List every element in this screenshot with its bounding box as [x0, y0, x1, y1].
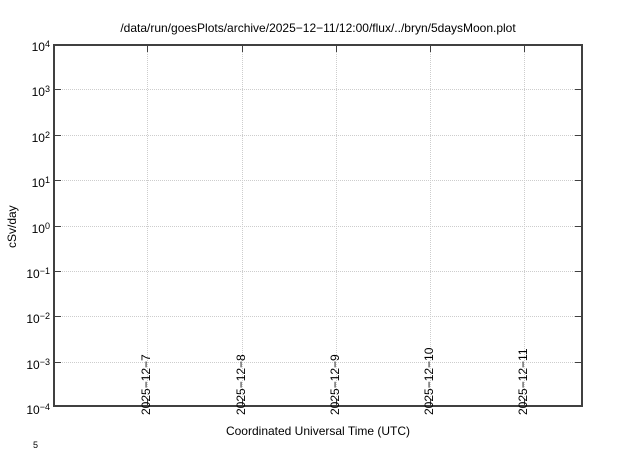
- y-tick-label: 10−1: [26, 266, 50, 281]
- y-tick-mark: [575, 362, 581, 363]
- y-gridline: [55, 226, 581, 227]
- x-gridline: [242, 46, 243, 405]
- y-gridline: [55, 89, 581, 90]
- y-tick-mark: [55, 180, 61, 181]
- y-tick-mark: [55, 135, 61, 136]
- y-gridline: [55, 135, 581, 136]
- y-tick-label: 104: [31, 39, 50, 54]
- clipped-next-plot-tick-label: 5: [33, 440, 39, 450]
- y-tick-label: 10−3: [26, 357, 50, 372]
- y-tick-label: 101: [31, 175, 50, 190]
- x-tick-label: 2025−12−10: [422, 347, 436, 415]
- x-tick-mark: [242, 46, 243, 52]
- x-tick-mark: [524, 399, 525, 405]
- y-tick-mark: [55, 271, 61, 272]
- y-tick-label: 10−2: [26, 311, 50, 326]
- x-tick-mark: [430, 46, 431, 52]
- x-tick-mark: [147, 46, 148, 52]
- y-tick-label: 103: [31, 84, 50, 99]
- y-gridline: [55, 271, 581, 272]
- y-tick-mark: [55, 362, 61, 363]
- y-gridline: [55, 180, 581, 181]
- x-tick-label: 2025−12−8: [234, 354, 248, 415]
- x-gridline: [430, 46, 431, 405]
- plot-area: [53, 44, 583, 407]
- x-tick-label: 2025−12−11: [516, 348, 530, 415]
- y-tick-mark: [55, 226, 61, 227]
- x-tick-label: 2025−12−7: [139, 354, 153, 415]
- x-gridline: [524, 46, 525, 405]
- y-tick-label: 102: [31, 130, 50, 145]
- x-tick-mark: [242, 399, 243, 405]
- y-tick-label: 100: [31, 221, 50, 236]
- x-tick-mark: [147, 399, 148, 405]
- y-gridline: [55, 362, 581, 363]
- x-tick-mark: [336, 399, 337, 405]
- x-tick-mark: [430, 399, 431, 405]
- x-tick-mark: [336, 46, 337, 52]
- y-gridline: [55, 316, 581, 317]
- x-gridline: [147, 46, 148, 405]
- x-tick-label: 2025−12−9: [328, 354, 342, 415]
- y-tick-mark: [575, 271, 581, 272]
- plot-title: /data/run/goesPlots/archive/2025−12−11/1…: [120, 21, 516, 35]
- y-tick-mark: [55, 89, 61, 90]
- y-tick-mark: [575, 316, 581, 317]
- y-tick-mark: [55, 316, 61, 317]
- x-gridline: [336, 46, 337, 405]
- y-tick-mark: [575, 89, 581, 90]
- y-tick-mark: [575, 226, 581, 227]
- y-tick-label: 10−4: [26, 402, 50, 417]
- y-tick-mark: [575, 135, 581, 136]
- y-tick-mark: [575, 180, 581, 181]
- x-tick-mark: [524, 46, 525, 52]
- x-axis-label: Coordinated Universal Time (UTC): [225, 424, 411, 438]
